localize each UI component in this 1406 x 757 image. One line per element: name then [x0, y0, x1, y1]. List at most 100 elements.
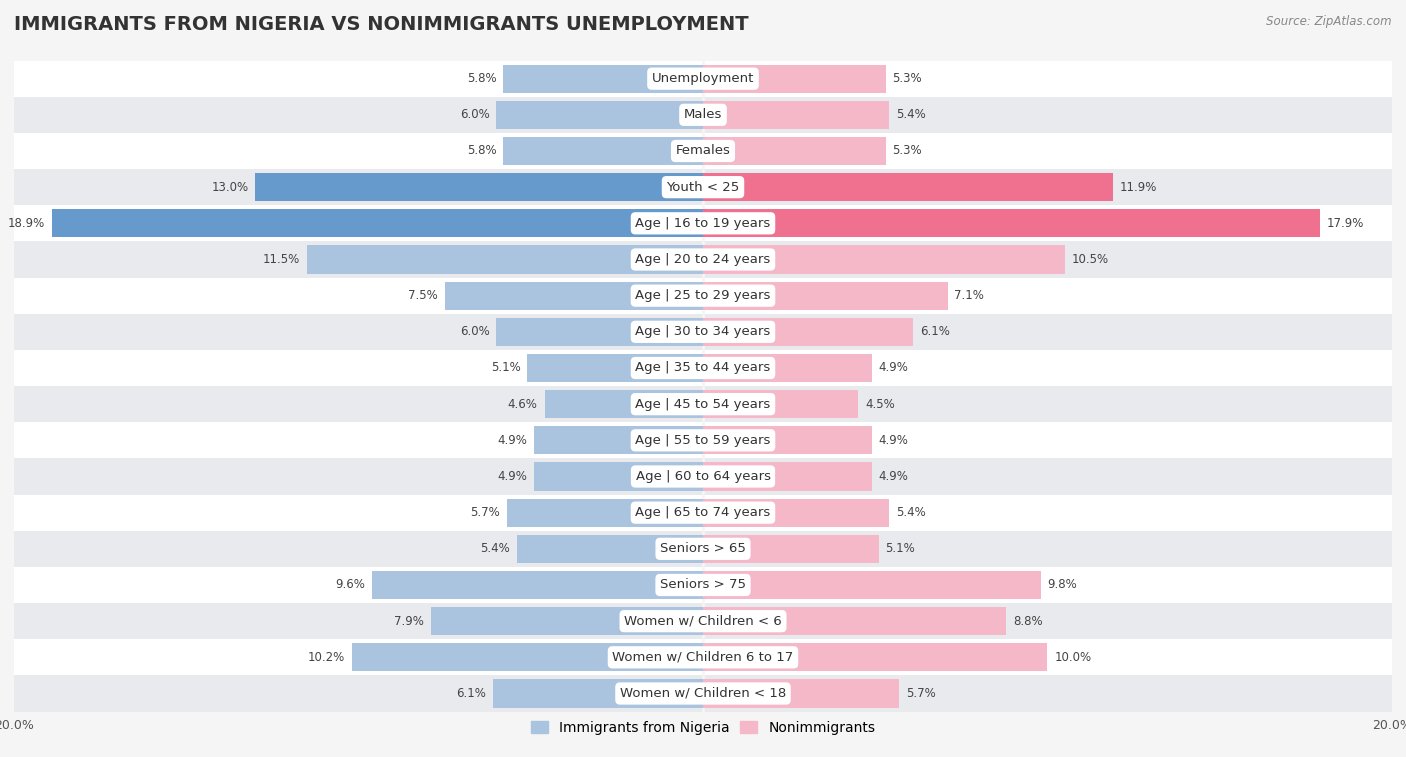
Text: Women w/ Children < 18: Women w/ Children < 18 [620, 687, 786, 700]
Text: 11.9%: 11.9% [1119, 181, 1157, 194]
Bar [14, 603, 1392, 639]
Text: Age | 16 to 19 years: Age | 16 to 19 years [636, 217, 770, 230]
Bar [14, 205, 1392, 241]
Text: Males: Males [683, 108, 723, 121]
Bar [496, 101, 703, 129]
Bar [14, 61, 1392, 97]
Bar [703, 607, 1007, 635]
Text: 13.0%: 13.0% [211, 181, 249, 194]
Bar [52, 209, 703, 238]
Text: 7.5%: 7.5% [408, 289, 437, 302]
Text: 5.1%: 5.1% [491, 362, 520, 375]
Text: 11.5%: 11.5% [263, 253, 299, 266]
Text: Age | 30 to 34 years: Age | 30 to 34 years [636, 326, 770, 338]
Bar [534, 426, 703, 454]
Text: 5.4%: 5.4% [896, 108, 925, 121]
Bar [703, 64, 886, 93]
Bar [496, 318, 703, 346]
Bar [14, 241, 1392, 278]
Bar [703, 426, 872, 454]
Text: 10.0%: 10.0% [1054, 651, 1091, 664]
Bar [14, 278, 1392, 313]
Bar [373, 571, 703, 599]
Text: 7.1%: 7.1% [955, 289, 984, 302]
Text: Age | 65 to 74 years: Age | 65 to 74 years [636, 506, 770, 519]
Text: 9.8%: 9.8% [1047, 578, 1077, 591]
Text: Women w/ Children 6 to 17: Women w/ Children 6 to 17 [613, 651, 793, 664]
Text: 5.4%: 5.4% [481, 542, 510, 556]
Bar [444, 282, 703, 310]
Text: 5.1%: 5.1% [886, 542, 915, 556]
Text: Females: Females [675, 145, 731, 157]
Bar [430, 607, 703, 635]
Text: Age | 25 to 29 years: Age | 25 to 29 years [636, 289, 770, 302]
Bar [703, 534, 879, 563]
Bar [703, 571, 1040, 599]
Text: 7.9%: 7.9% [394, 615, 425, 628]
Text: Age | 45 to 54 years: Age | 45 to 54 years [636, 397, 770, 410]
Bar [14, 169, 1392, 205]
Bar [14, 567, 1392, 603]
Text: 5.7%: 5.7% [907, 687, 936, 700]
Bar [14, 675, 1392, 712]
Bar [703, 318, 912, 346]
Bar [703, 209, 1320, 238]
Text: 4.9%: 4.9% [498, 434, 527, 447]
Bar [534, 463, 703, 491]
Bar [256, 173, 703, 201]
Bar [703, 101, 889, 129]
Bar [494, 679, 703, 708]
Text: Age | 55 to 59 years: Age | 55 to 59 years [636, 434, 770, 447]
Text: Age | 20 to 24 years: Age | 20 to 24 years [636, 253, 770, 266]
Bar [703, 245, 1064, 273]
Text: 4.5%: 4.5% [865, 397, 894, 410]
Bar [352, 643, 703, 671]
Bar [14, 97, 1392, 133]
Bar [703, 463, 872, 491]
Bar [544, 390, 703, 419]
Bar [703, 282, 948, 310]
Bar [703, 499, 889, 527]
Bar [503, 137, 703, 165]
Text: 6.0%: 6.0% [460, 326, 489, 338]
Legend: Immigrants from Nigeria, Nonimmigrants: Immigrants from Nigeria, Nonimmigrants [526, 715, 880, 740]
Text: 6.0%: 6.0% [460, 108, 489, 121]
Text: 5.7%: 5.7% [470, 506, 499, 519]
Text: 4.6%: 4.6% [508, 397, 537, 410]
Text: 4.9%: 4.9% [879, 434, 908, 447]
Bar [14, 459, 1392, 494]
Text: Source: ZipAtlas.com: Source: ZipAtlas.com [1267, 15, 1392, 28]
Bar [14, 133, 1392, 169]
Text: 5.4%: 5.4% [896, 506, 925, 519]
Bar [14, 494, 1392, 531]
Bar [503, 64, 703, 93]
Bar [14, 422, 1392, 459]
Bar [14, 386, 1392, 422]
Text: Age | 35 to 44 years: Age | 35 to 44 years [636, 362, 770, 375]
Text: 5.8%: 5.8% [467, 72, 496, 85]
Text: Unemployment: Unemployment [652, 72, 754, 85]
Bar [14, 313, 1392, 350]
Text: 10.5%: 10.5% [1071, 253, 1109, 266]
Bar [703, 354, 872, 382]
Text: 5.3%: 5.3% [893, 145, 922, 157]
Text: 5.8%: 5.8% [467, 145, 496, 157]
Bar [703, 679, 900, 708]
Text: IMMIGRANTS FROM NIGERIA VS NONIMMIGRANTS UNEMPLOYMENT: IMMIGRANTS FROM NIGERIA VS NONIMMIGRANTS… [14, 15, 748, 34]
Text: 6.1%: 6.1% [920, 326, 950, 338]
Bar [703, 173, 1114, 201]
Text: Age | 60 to 64 years: Age | 60 to 64 years [636, 470, 770, 483]
Text: 4.9%: 4.9% [879, 362, 908, 375]
Bar [517, 534, 703, 563]
Bar [14, 350, 1392, 386]
Text: 5.3%: 5.3% [893, 72, 922, 85]
Bar [14, 531, 1392, 567]
Text: 8.8%: 8.8% [1012, 615, 1043, 628]
Text: 4.9%: 4.9% [879, 470, 908, 483]
Text: Seniors > 75: Seniors > 75 [659, 578, 747, 591]
Text: 10.2%: 10.2% [308, 651, 344, 664]
Bar [703, 390, 858, 419]
Bar [14, 639, 1392, 675]
Text: Women w/ Children < 6: Women w/ Children < 6 [624, 615, 782, 628]
Bar [703, 643, 1047, 671]
